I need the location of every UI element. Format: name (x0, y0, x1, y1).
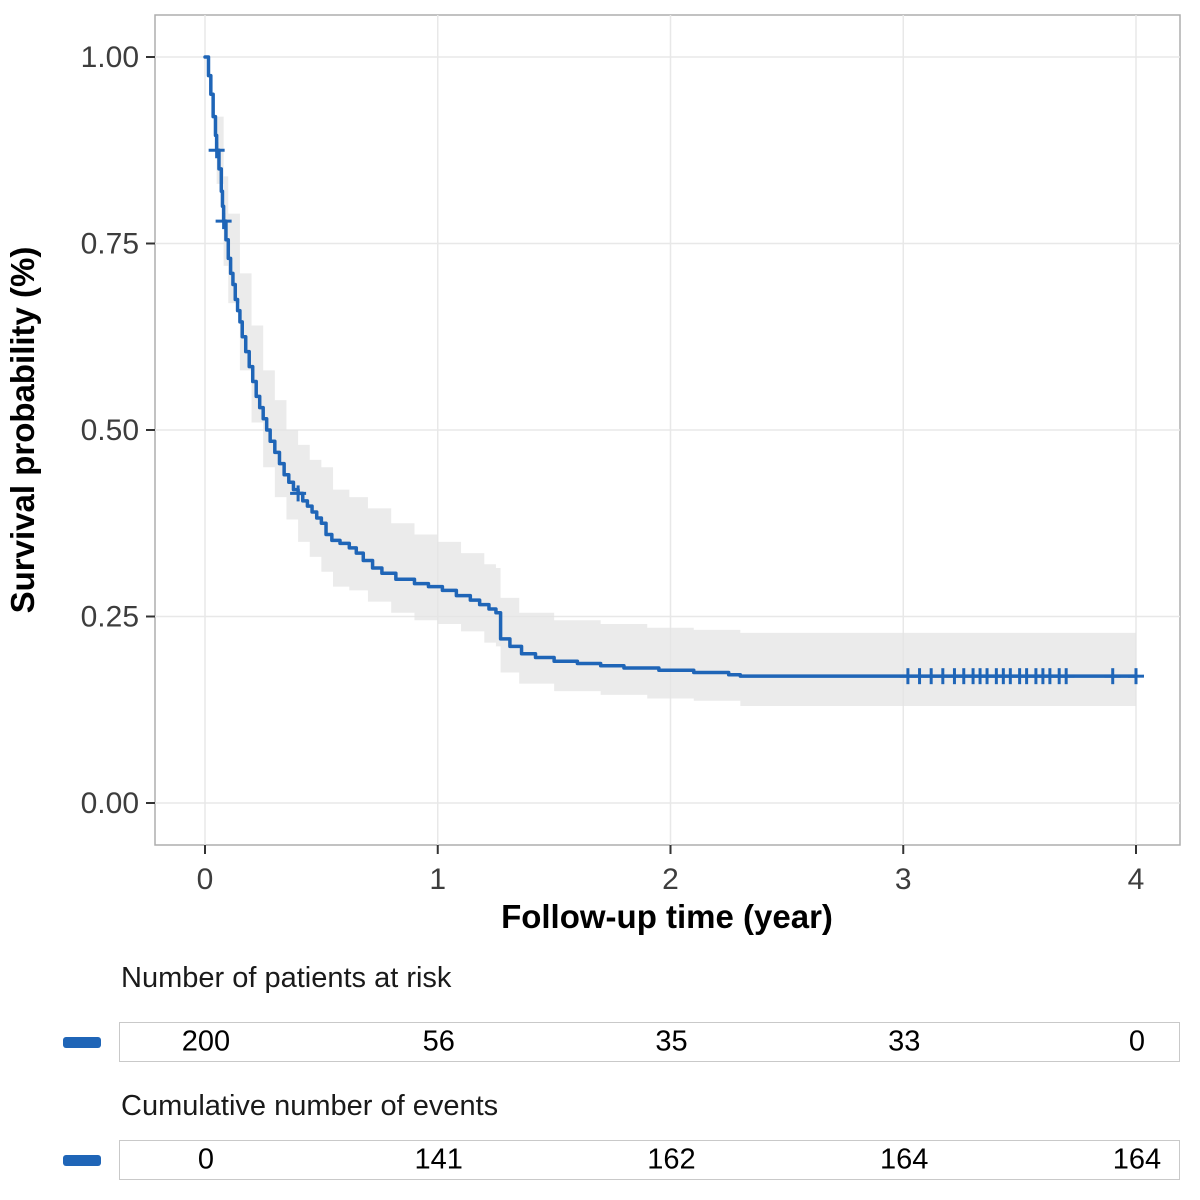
events-table-row: 0 141 162 164 164 (119, 1140, 1180, 1180)
table-value: 56 (422, 1025, 455, 1058)
x-tick-label: 0 (197, 863, 214, 896)
table-value: 0 (197, 1143, 215, 1176)
x-tick-label: 1 (429, 863, 446, 896)
y-tick-labels: 0.00 0.25 0.50 0.75 1.00 (81, 41, 139, 820)
table-value: 141 (414, 1143, 463, 1176)
confidence-band (205, 57, 1136, 707)
risk-table-row: 200 56 35 33 0 (119, 1022, 1180, 1062)
survival-curve (203, 55, 1138, 678)
x-tick-label: 2 (662, 863, 679, 896)
table-value: 35 (655, 1025, 688, 1058)
events-table-title: Cumulative number of events (121, 1090, 499, 1122)
gridlines (155, 15, 1180, 845)
table-value: 33 (888, 1025, 921, 1058)
km-survival-chart: 0 1 2 3 4 0.00 0.25 0.50 0.75 1.00 Follow-up tim… (4, 14, 1181, 935)
axis-ticks (146, 56, 1137, 854)
y-tick-label: 0.25 (81, 601, 139, 634)
x-axis-title: Follow-up time (year) (501, 898, 833, 935)
x-tick-label: 3 (895, 863, 912, 896)
table-value: 200 (181, 1025, 231, 1058)
x-tick-labels: 0 1 2 3 4 (197, 863, 1145, 896)
events-strata-dash-icon (63, 1155, 101, 1166)
y-axis-title: Survival probability (%) (4, 247, 41, 614)
table-value: 0 (1128, 1025, 1146, 1058)
censor-marks (208, 142, 1144, 685)
y-tick-label: 0.75 (81, 228, 139, 261)
y-tick-label: 1.00 (81, 41, 139, 74)
table-value: 164 (1112, 1143, 1162, 1176)
x-tick-label: 4 (1128, 863, 1145, 896)
y-tick-label: 0.50 (81, 414, 139, 447)
y-tick-label: 0.00 (81, 787, 139, 820)
risk-table-title: Number of patients at risk (121, 962, 452, 994)
risk-strata-dash-icon (63, 1037, 101, 1048)
table-value: 162 (647, 1143, 696, 1176)
table-value: 164 (880, 1143, 929, 1176)
